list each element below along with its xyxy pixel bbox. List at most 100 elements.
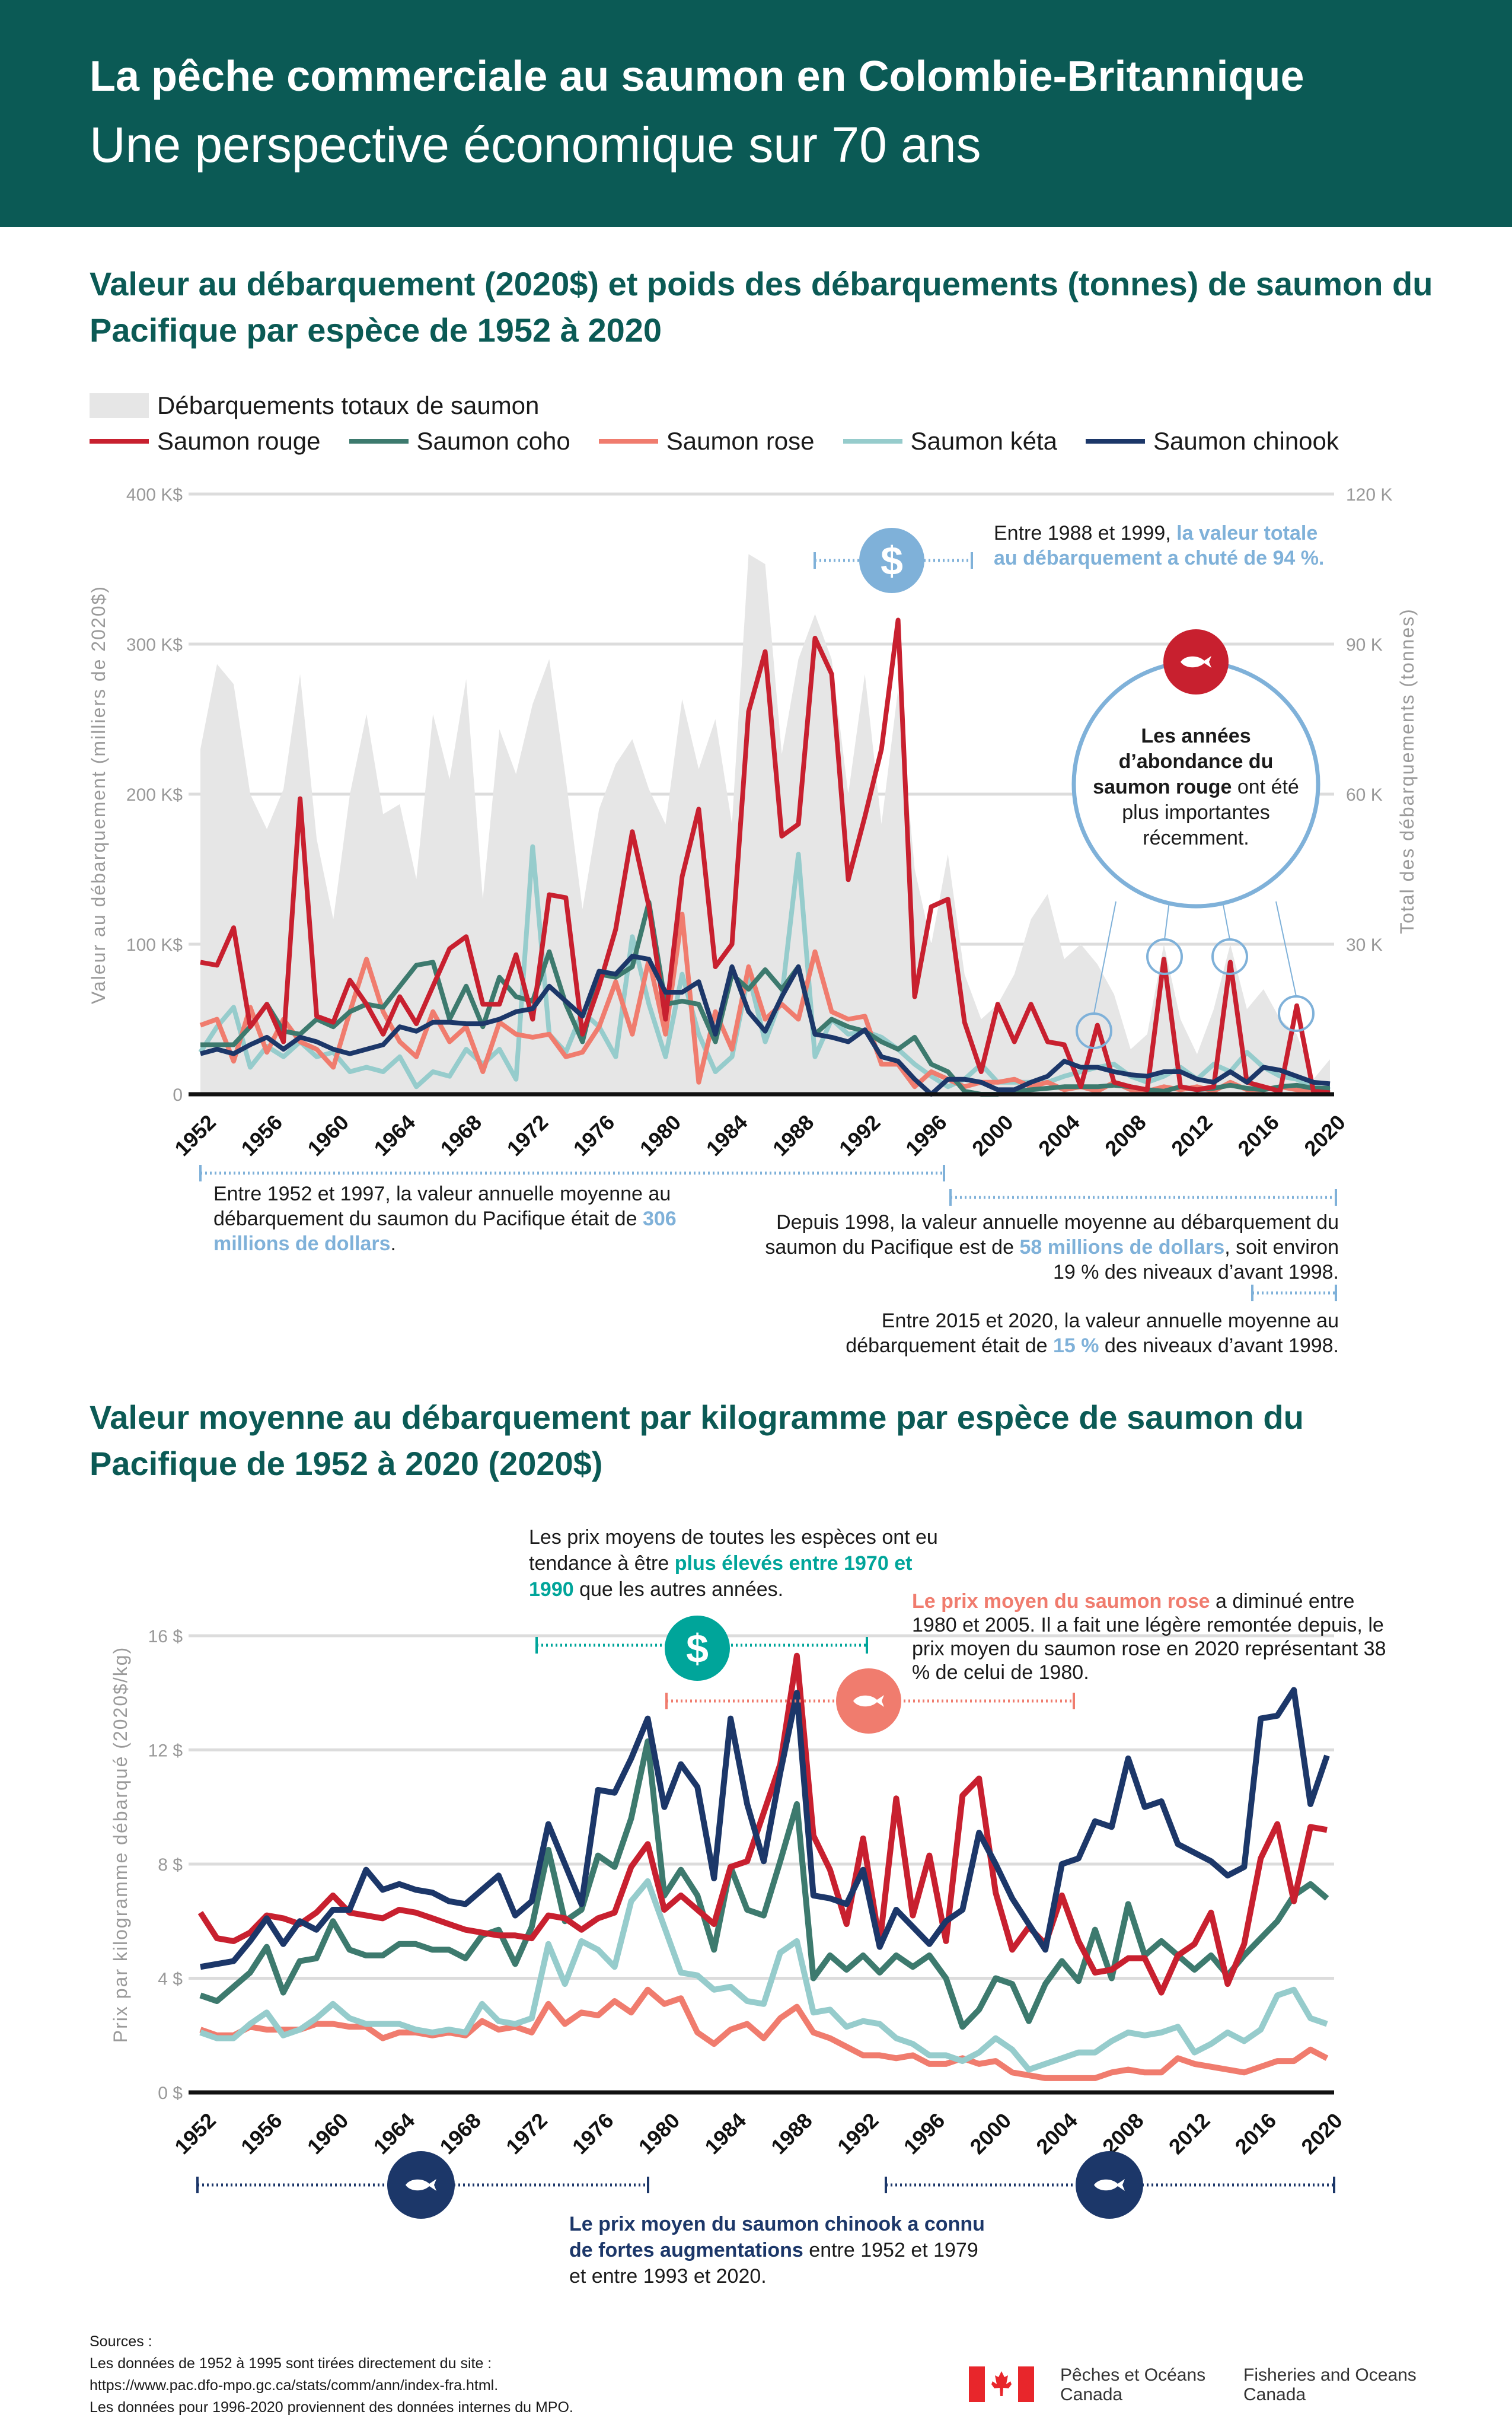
legend-label: Saumon coho bbox=[416, 427, 570, 455]
annotation-avg-2015: Entre 2015 et 2020, la valeur annuelle m… bbox=[793, 1308, 1339, 1358]
x-tick-label: 2008 bbox=[1100, 1110, 1151, 1161]
series-line-keta bbox=[199, 1878, 1328, 2073]
note-text: Depuis 1998, la valeur annuelle moyenne … bbox=[765, 1211, 1339, 1259]
x-tick-label: 1972 bbox=[502, 1110, 553, 1161]
legend-label: Saumon rose bbox=[666, 427, 815, 455]
x-tick-label: 1996 bbox=[899, 2108, 950, 2159]
y-tick-label: 200 K$ bbox=[126, 785, 183, 805]
sources-link[interactable]: https://www.pac.dfo-mpo.gc.ca/stats/comm… bbox=[90, 2377, 499, 2394]
legend-swatch-coho bbox=[349, 439, 409, 444]
note-highlight: Le prix moyen du saumon rose bbox=[912, 1590, 1210, 1613]
x-tick-label: 2008 bbox=[1098, 2108, 1149, 2159]
legend-swatch-pink bbox=[598, 439, 658, 444]
chart2-title: Valeur moyenne au débarquement par kilog… bbox=[90, 1399, 1304, 1482]
y-tick-label: 12 $ bbox=[148, 1741, 183, 1761]
x-tick-label: 2004 bbox=[1033, 1110, 1084, 1161]
note-text: que les autres années. bbox=[573, 1578, 784, 1601]
legend-series: Saumon rouge Saumon coho Saumon rose Sau… bbox=[90, 427, 1339, 455]
chart2-y-axis-title: Prix par kilogramme débarqué (2020$/kg) bbox=[110, 1646, 131, 2043]
callout-line bbox=[1222, 901, 1230, 940]
annotation-avg-pre1998: Entre 1952 et 1997, la valeur annuelle m… bbox=[213, 1181, 700, 1256]
chart1-y-axis-title: Valeur au débarquement (milliers de 2020… bbox=[88, 585, 109, 1004]
annotation-high-prices: Les prix moyens de toutes les espèces on… bbox=[529, 1524, 956, 1603]
bracket-pink-1980-2005 bbox=[665, 1693, 1075, 1709]
sources-label: Sources : bbox=[90, 2333, 152, 2350]
chart1-title: Valeur au débarquement (2020$) et poids … bbox=[90, 265, 1433, 349]
legend-swatch-sockeye bbox=[90, 439, 149, 444]
callout-line bbox=[1164, 901, 1170, 940]
x-tick-label: 1964 bbox=[369, 2108, 420, 2159]
series-line-sockeye bbox=[197, 1652, 1328, 1996]
x-tick-label: 1976 bbox=[569, 1110, 620, 1161]
x-tick-label: 1960 bbox=[302, 2108, 353, 2159]
bracket-1970-1990 bbox=[535, 1637, 868, 1654]
legend-swatch-keta bbox=[843, 439, 902, 444]
dfo-wordmark-fr: Pêches et Océans Canada bbox=[1060, 2365, 1205, 2404]
note-text: Entre 1988 et 1999, bbox=[994, 522, 1177, 544]
note-highlight: 15 % bbox=[1052, 1334, 1099, 1357]
legend-label: Saumon rouge bbox=[157, 427, 321, 455]
x-tick-label: 1980 bbox=[634, 2108, 685, 2159]
dollar-badge bbox=[665, 1616, 730, 1681]
y-tick-label: 4 $ bbox=[158, 1970, 183, 1989]
dfo-wordmark-en: Fisheries and Oceans Canada bbox=[1243, 2365, 1417, 2404]
note-highlight: plus élevés entre 1970 et 1990 bbox=[529, 1552, 913, 1601]
y-tick-label: 8 $ bbox=[158, 1855, 183, 1875]
y-tick-label: 400 K$ bbox=[126, 485, 183, 505]
x-tick-label: 2016 bbox=[1230, 2108, 1281, 2159]
dollar-icon: $ bbox=[881, 539, 903, 584]
note-text: entre 1952 et 1979 et entre 1993 et 2020… bbox=[569, 2239, 978, 2288]
bracket-chinook-1952-1979 bbox=[196, 2177, 649, 2193]
bracket-1988-1999 bbox=[814, 552, 973, 569]
note-text: . bbox=[390, 1232, 396, 1255]
note-text: Entre 2015 et 2020, la valeur annuelle m… bbox=[846, 1310, 1339, 1357]
x-tick-label: 1980 bbox=[635, 1110, 686, 1161]
x-tick-label: 1992 bbox=[832, 2108, 883, 2159]
x-tick-label: 2020 bbox=[1296, 2108, 1347, 2159]
sources: Sources : Les données de 1952 à 1995 son… bbox=[90, 2331, 573, 2419]
callout-line bbox=[1275, 901, 1297, 997]
note-text: Les prix moyens de toutes les espèces on… bbox=[529, 1526, 938, 1575]
chart1-y2-axis-title: Total des débarquements (tonnes) bbox=[1396, 608, 1418, 934]
logo-text: Canada bbox=[1060, 2385, 1123, 2404]
legend-label: Saumon kéta bbox=[910, 427, 1058, 455]
sockeye-peak-marker bbox=[1076, 1012, 1112, 1049]
callout-line bbox=[1093, 901, 1117, 1014]
note-text: , soit environ 19 % des niveaux d’avant … bbox=[1052, 1236, 1339, 1283]
annotation-sockeye: Les années d’abondance du saumon rouge o… bbox=[1091, 724, 1301, 851]
x-tick-label: 1972 bbox=[501, 2108, 552, 2159]
annotation-pink-price: Le prix moyen du saumon rose a diminué e… bbox=[912, 1589, 1392, 1684]
dollar-badge bbox=[859, 528, 924, 593]
x-tick-label: 1984 bbox=[700, 2108, 751, 2159]
sockeye-peak-marker bbox=[1278, 995, 1315, 1032]
x-tick-label: 1968 bbox=[435, 2108, 486, 2159]
logo-text: Pêches et Océans bbox=[1060, 2365, 1206, 2385]
series-line-sockeye bbox=[200, 617, 1331, 1095]
series-line-chinook bbox=[200, 1687, 1330, 1970]
sources-line: Les données pour 1996-2020 proviennent d… bbox=[90, 2399, 573, 2416]
header-banner: La pêche commerciale au saumon en Colomb… bbox=[0, 0, 1512, 227]
y2-tick-label: 30 K bbox=[1346, 935, 1383, 955]
x-tick-label: 2012 bbox=[1164, 2108, 1215, 2159]
x-tick-label: 2016 bbox=[1233, 1110, 1284, 1161]
y-tick-label: 0 bbox=[173, 1085, 183, 1105]
series-line-chinook bbox=[199, 954, 1331, 1097]
note-highlight: Les années d’abondance du saumon rouge bbox=[1093, 725, 1274, 798]
x-tick-label: 1956 bbox=[236, 2108, 287, 2159]
series-line-keta bbox=[198, 844, 1331, 1092]
sockeye-peak-marker bbox=[1211, 938, 1248, 975]
x-tick-label: 1960 bbox=[302, 1110, 353, 1161]
fish-icon bbox=[406, 2179, 436, 2191]
note-highlight: 306 millions de dollars bbox=[213, 1208, 677, 1255]
x-tick-label: 1956 bbox=[236, 1110, 287, 1161]
legend-label: Saumon chinook bbox=[1153, 427, 1339, 455]
x-tick-label: 1988 bbox=[766, 2108, 817, 2159]
x-tick-label: 1964 bbox=[369, 1110, 420, 1161]
x-tick-label: 2000 bbox=[967, 1110, 1018, 1161]
y-tick-label: 0 $ bbox=[158, 2084, 183, 2103]
annotation-avg-post1998: Depuis 1998, la valeur annuelle moyenne … bbox=[746, 1210, 1339, 1285]
logo-text: Canada bbox=[1243, 2385, 1306, 2404]
legend-label: Débarquements totaux de saumon bbox=[157, 391, 540, 419]
x-tick-label: 1968 bbox=[436, 1110, 487, 1161]
